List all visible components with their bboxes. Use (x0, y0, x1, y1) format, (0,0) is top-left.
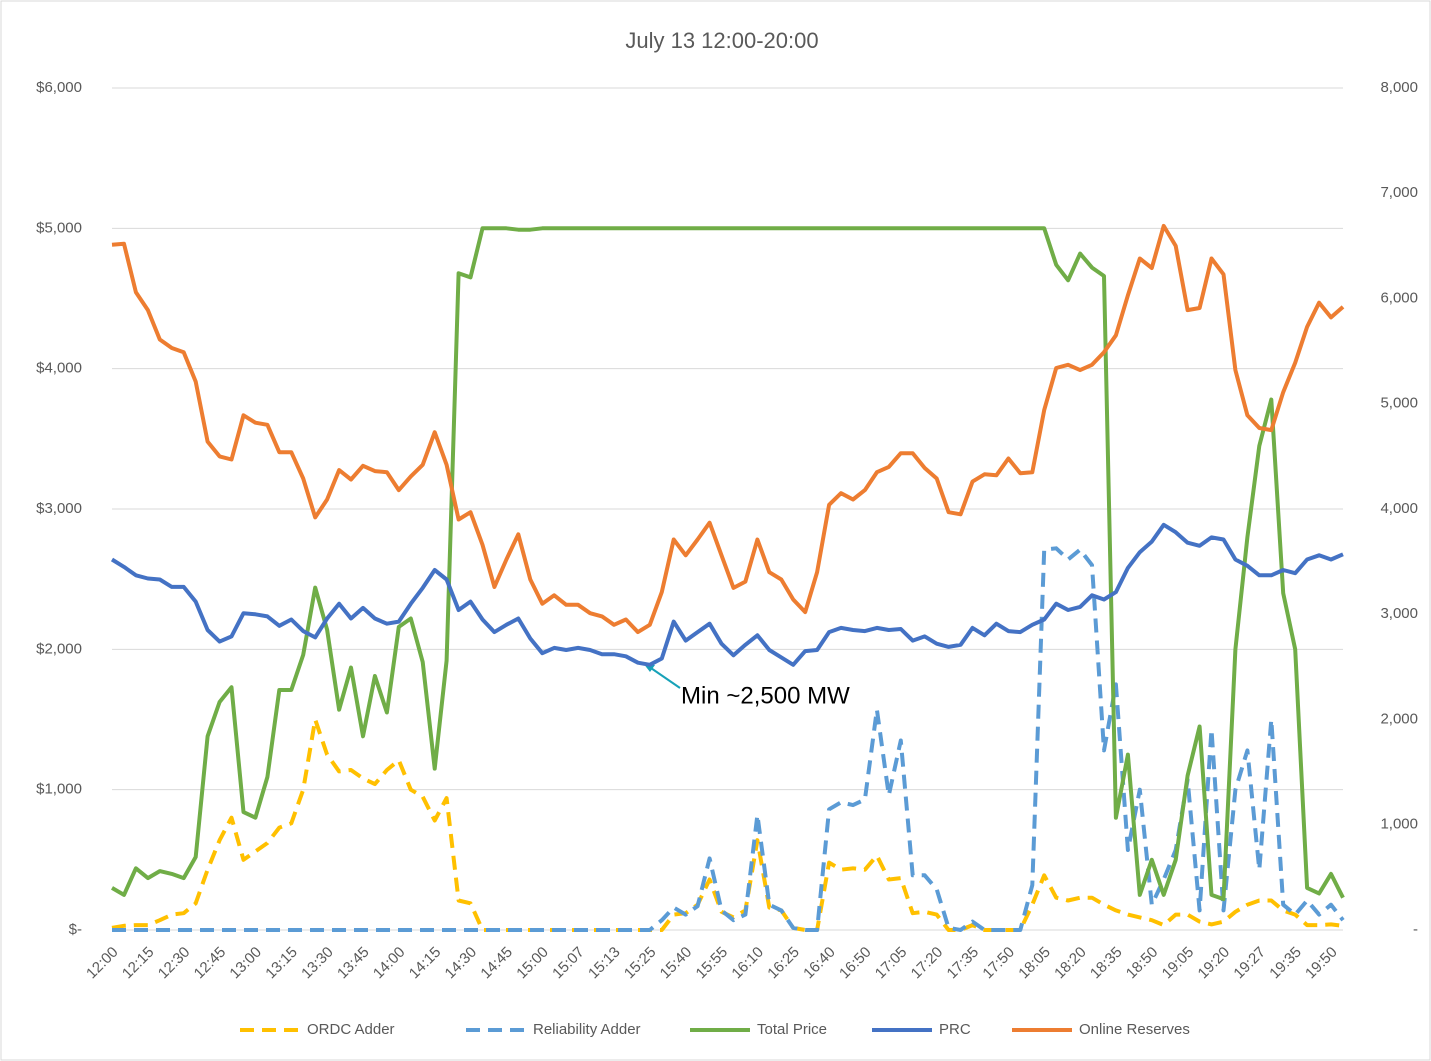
annotation-arrow (647, 665, 681, 689)
y-tick-label: $- (69, 921, 82, 938)
series-line (110, 522, 1344, 667)
annotation: Min ~2,500 MW (681, 682, 850, 709)
legend-label: ORDC Adder (307, 1021, 395, 1038)
legend-label: Online Reserves (1079, 1021, 1190, 1038)
legend-label: PRC (939, 1021, 971, 1038)
y-tick-label: $2,000 (36, 640, 82, 657)
series-line (111, 223, 1345, 635)
y2-tick-label: 4,000 (1380, 500, 1418, 517)
y-tick-label: $3,000 (36, 500, 82, 517)
legend-label: Total Price (757, 1021, 827, 1038)
y2-tick-label: 5,000 (1380, 395, 1418, 412)
y2-tick-label: 8,000 (1380, 79, 1418, 96)
y-tick-label: $4,000 (36, 360, 82, 377)
series-line (112, 546, 1345, 932)
y-tick-label: $1,000 (36, 781, 82, 798)
y2-tick-label: 1,000 (1380, 816, 1418, 833)
y2-tick-label: 7,000 (1380, 184, 1418, 201)
y-tick-label: $5,000 (36, 219, 82, 236)
y2-tick-label: - (1413, 921, 1418, 938)
chart-title: July 13 12:00-20:00 (625, 28, 818, 53)
y2-tick-label: 6,000 (1380, 289, 1418, 306)
y2-tick-label: 3,000 (1380, 605, 1418, 622)
y-tick-label: $6,000 (36, 79, 82, 96)
legend-label: Reliability Adder (533, 1021, 641, 1038)
y2-tick-label: 2,000 (1380, 710, 1418, 727)
series-line (110, 226, 1345, 902)
